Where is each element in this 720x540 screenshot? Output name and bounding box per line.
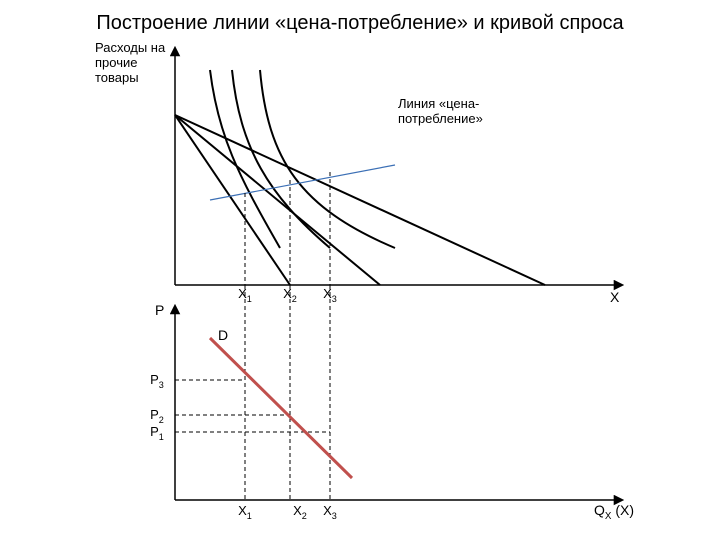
svg-text:X1: X1 xyxy=(238,503,252,521)
svg-text:D: D xyxy=(218,327,228,343)
svg-text:P1: P1 xyxy=(150,424,164,442)
svg-text:P2: P2 xyxy=(150,407,164,425)
svg-text:P: P xyxy=(155,302,164,318)
svg-text:X3: X3 xyxy=(323,503,337,521)
svg-text:Расходы на: Расходы на xyxy=(95,40,166,55)
svg-text:QX (X): QX (X) xyxy=(594,502,634,522)
svg-text:P3: P3 xyxy=(150,372,164,390)
svg-text:X2: X2 xyxy=(293,503,307,521)
svg-text:товары: товары xyxy=(95,70,139,85)
svg-text:X: X xyxy=(610,289,620,305)
svg-text:Линия «цена-: Линия «цена- xyxy=(398,96,479,111)
diagram-svg: Расходы напрочиетовары X Линия «цена-потре… xyxy=(0,0,720,540)
svg-text:прочие: прочие xyxy=(95,55,137,70)
svg-text:потребление»: потребление» xyxy=(398,111,483,126)
